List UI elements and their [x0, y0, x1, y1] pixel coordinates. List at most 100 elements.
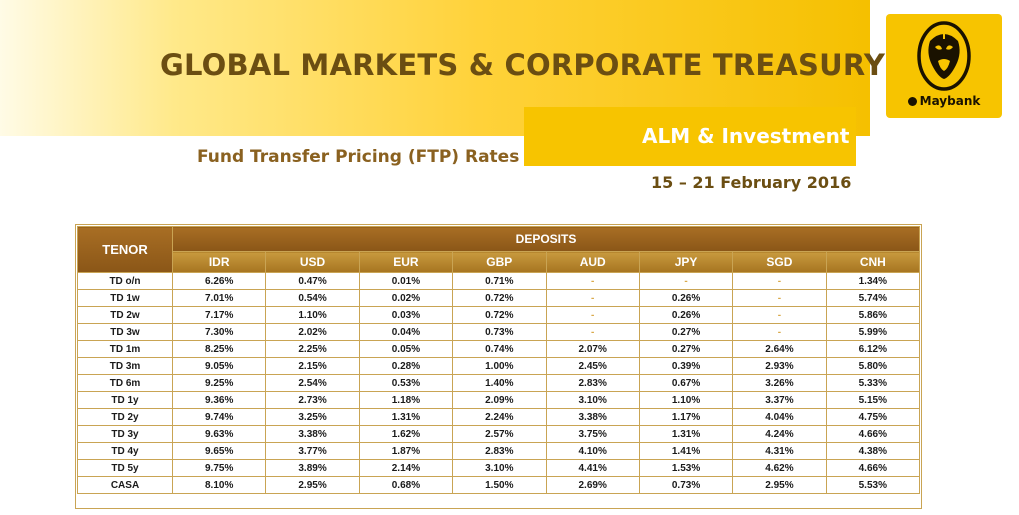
rate-cell: 1.17% — [638, 408, 734, 426]
ftp-subtitle: Fund Transfer Pricing (FTP) Rates — [197, 147, 520, 167]
rate-cell: 3.38% — [545, 408, 640, 426]
rate-cell: 5.53% — [825, 476, 921, 494]
logo-wordmark: Maybank — [886, 94, 1002, 108]
tenor-header: TENOR — [77, 226, 173, 273]
rate-cell: 8.25% — [171, 340, 267, 358]
rate-cell: 5.15% — [825, 391, 921, 409]
rate-cell: 0.26% — [638, 289, 734, 307]
rate-cell: 7.01% — [171, 289, 267, 307]
table-row: TD 6m 9.25% 2.54% 0.53% 1.40% 2.83% 0.67% 3.26%… — [77, 374, 921, 392]
rate-cell: 3.38% — [265, 425, 360, 443]
rate-cell: 7.30% — [171, 323, 267, 341]
table-row: TD o/n 6.26% 0.47% 0.01% 0.71% - - -1.34% — [77, 272, 921, 290]
currency-header-idr: IDR — [171, 251, 267, 273]
rate-cell: 1.41% — [638, 442, 734, 460]
alm-label: ALM & Investment — [642, 124, 850, 148]
tenor-cell: TD 3y — [77, 425, 173, 443]
table-frame — [75, 224, 922, 509]
rate-cell: 2.14% — [358, 459, 454, 477]
rate-cell: 4.10% — [545, 442, 640, 460]
rate-cell: 0.53% — [358, 374, 454, 392]
maybank-logo: Maybank — [886, 14, 1002, 118]
rate-cell: 0.72% — [452, 306, 547, 324]
rate-cell: 2.64% — [732, 340, 827, 358]
rate-cell: 2.25% — [265, 340, 360, 358]
rate-cell: 4.66% — [825, 459, 921, 477]
rate-cell: 4.31% — [732, 442, 827, 460]
table-row: TD 2w 7.17% 1.10% 0.03% 0.72% -0.26% -5.86% — [77, 306, 921, 324]
currency-header-jpy: JPY — [638, 251, 734, 273]
rate-cell: 2.02% — [265, 323, 360, 341]
tenor-cell: TD 2w — [77, 306, 173, 324]
rate-cell: 1.87% — [358, 442, 454, 460]
table-row: TD 3m 9.05% 2.15% 0.28% 1.00% 2.45% 0.39% 2.93%… — [77, 357, 921, 375]
rate-cell: 2.95% — [732, 476, 827, 494]
rate-cell: 3.75% — [545, 425, 640, 443]
rates-body: TD o/n 6.26% 0.47% 0.01% 0.71% - - -1.34% TD 1w 7… — [77, 272, 921, 494]
rate-cell: 0.26% — [638, 306, 734, 324]
rate-cell: 2.95% — [265, 476, 360, 494]
currency-header-aud: AUD — [545, 251, 640, 273]
rate-cell: 0.03% — [358, 306, 454, 324]
table-row: TD 1m 8.25% 2.25% 0.05% 0.74% 2.07% 0.27% 2.64%… — [77, 340, 921, 358]
rate-cell: 4.62% — [732, 459, 827, 477]
currency-header-eur: EUR — [358, 251, 454, 273]
currency-header-cnh: CNH — [825, 251, 921, 273]
rate-cell: 9.74% — [171, 408, 267, 426]
ftp-rates-table: TENOR DEPOSITS IDR USD EUR GBP AUD JPY SGD CNH … — [77, 226, 921, 494]
tenor-cell: TD 1w — [77, 289, 173, 307]
rate-cell: 0.04% — [358, 323, 454, 341]
rate-cell: 0.68% — [358, 476, 454, 494]
rate-cell: 1.34% — [825, 272, 921, 290]
rate-cell: 3.37% — [732, 391, 827, 409]
rate-cell: 5.86% — [825, 306, 921, 324]
rate-cell: 4.41% — [545, 459, 640, 477]
currency-header-gbp: GBP — [452, 251, 547, 273]
rate-cell: 0.27% — [638, 340, 734, 358]
tenor-cell: TD o/n — [77, 272, 173, 290]
rate-cell: 5.80% — [825, 357, 921, 375]
tenor-cell: TD 5y — [77, 459, 173, 477]
rate-cell: 0.01% — [358, 272, 454, 290]
rate-cell: 2.93% — [732, 357, 827, 375]
page-title: GLOBAL MARKETS & CORPORATE TREASURY — [160, 48, 886, 82]
currency-header-sgd: SGD — [732, 251, 827, 273]
rate-cell: 4.66% — [825, 425, 921, 443]
rate-cell: 2.07% — [545, 340, 640, 358]
rate-cell: 0.67% — [638, 374, 734, 392]
tenor-cell: TD 3m — [77, 357, 173, 375]
currency-header-usd: USD — [265, 251, 360, 273]
rate-cell: - — [545, 289, 640, 307]
rate-cell: 5.99% — [825, 323, 921, 341]
rate-cell: 4.24% — [732, 425, 827, 443]
table-row: TD 5y 9.75% 3.89% 2.14% 3.10% 4.41% 1.53% 4.62%… — [77, 459, 921, 477]
rate-cell: 9.65% — [171, 442, 267, 460]
rate-cell: 7.17% — [171, 306, 267, 324]
rate-cell: 2.45% — [545, 357, 640, 375]
rate-cell: 1.31% — [638, 425, 734, 443]
rate-cell: 3.26% — [732, 374, 827, 392]
rate-cell: 2.69% — [545, 476, 640, 494]
tenor-cell: TD 4y — [77, 442, 173, 460]
rate-cell: 0.39% — [638, 357, 734, 375]
rate-cell: 0.47% — [265, 272, 360, 290]
rate-cell: 2.15% — [265, 357, 360, 375]
rate-cell: 9.36% — [171, 391, 267, 409]
rate-cell: 5.33% — [825, 374, 921, 392]
rate-cell: 1.53% — [638, 459, 734, 477]
tenor-cell: TD 3w — [77, 323, 173, 341]
table-row: TD 1w 7.01% 0.54% 0.02% 0.72% -0.26% -5.74% — [77, 289, 921, 307]
rate-cell: 9.63% — [171, 425, 267, 443]
tenor-cell: TD 1m — [77, 340, 173, 358]
rate-cell: 0.54% — [265, 289, 360, 307]
rate-cell: 6.26% — [171, 272, 267, 290]
rate-cell: - — [732, 272, 827, 290]
tenor-cell: TD 1y — [77, 391, 173, 409]
rate-cell: 3.10% — [452, 459, 547, 477]
rate-cell: 0.72% — [452, 289, 547, 307]
rate-cell: 1.40% — [452, 374, 547, 392]
currency-header-row: IDR USD EUR GBP AUD JPY SGD CNH — [78, 251, 921, 273]
tenor-cell: TD 6m — [77, 374, 173, 392]
table-row: TD 1y 9.36% 2.73% 1.18% 2.09% 3.10% 1.10% 3.37%… — [77, 391, 921, 409]
rate-cell: 2.24% — [452, 408, 547, 426]
